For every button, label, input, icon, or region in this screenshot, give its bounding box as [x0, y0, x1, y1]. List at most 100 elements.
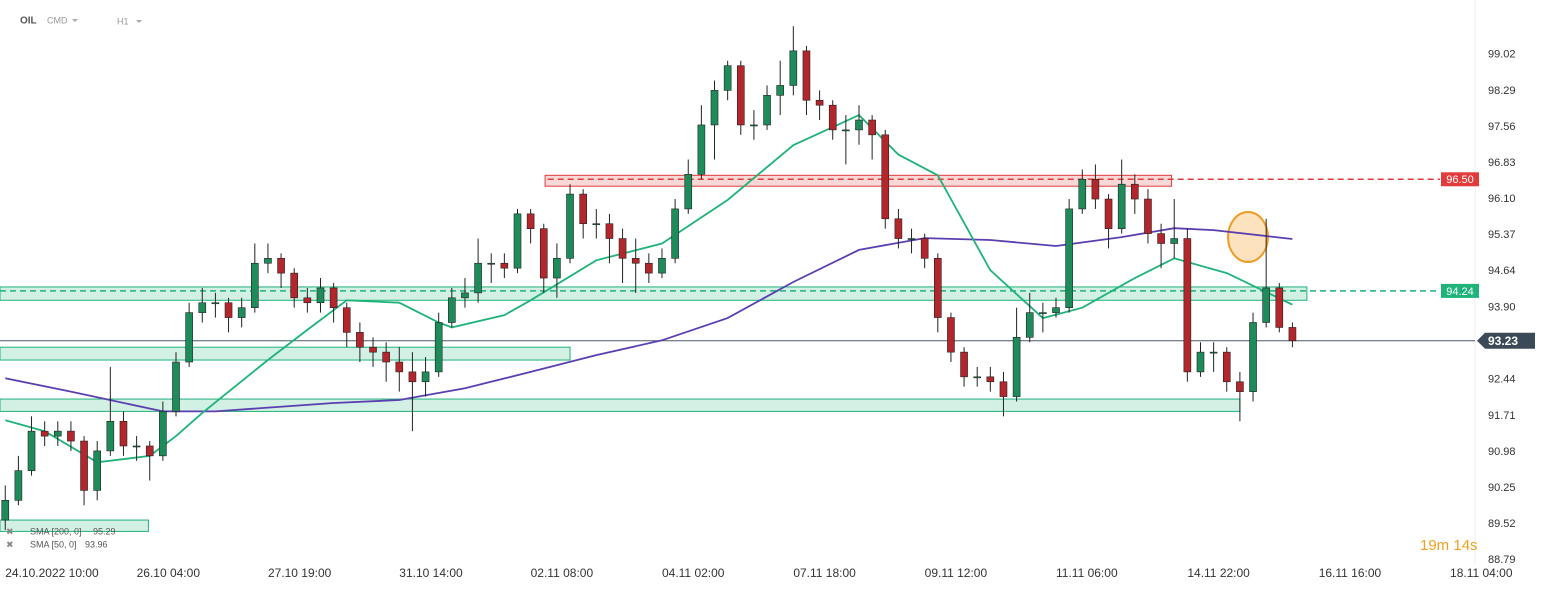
level-label: 96.50 [1446, 174, 1474, 186]
candle-body [172, 361, 180, 412]
candle-body [697, 124, 706, 175]
candle-body [579, 193, 587, 225]
x-tick-label: 02.11 08:00 [531, 566, 594, 580]
candle-body [960, 351, 968, 378]
candle-body [224, 302, 233, 318]
candle-body [973, 376, 982, 379]
x-tick-label: 11.11 06:00 [1056, 566, 1118, 580]
candle-body [1131, 183, 1139, 200]
x-tick-label: 24.10.2022 10:00 [5, 566, 99, 580]
level-tag [1441, 283, 1479, 298]
y-tick-label: 90.98 [1488, 446, 1516, 458]
level-tag [1441, 172, 1479, 187]
y-tick-label: 95.37 [1488, 229, 1516, 241]
zone [0, 398, 1241, 412]
candle-body [27, 430, 36, 471]
candle-body [53, 430, 62, 437]
candle-body [395, 361, 404, 373]
y-tick-label: 97.56 [1488, 121, 1516, 133]
candle-body [645, 262, 653, 274]
candle-body [290, 272, 299, 299]
candle-body [1039, 312, 1047, 314]
candle-body [237, 307, 246, 318]
zone [0, 286, 1308, 301]
candle-body [211, 302, 220, 305]
candle-body [251, 262, 259, 308]
timeframe[interactable]: H1 [117, 16, 129, 26]
candle-body [828, 104, 837, 131]
candle-body [14, 470, 23, 501]
candle-body [80, 440, 88, 491]
x-tick-label: 31.10 14:00 [399, 566, 463, 580]
y-tick-label: 98.29 [1488, 85, 1516, 97]
y-tick-label: 96.83 [1488, 157, 1516, 169]
x-tick-label: 18.11 04:00 [1450, 566, 1513, 580]
x-tick-label: 07.11 18:00 [793, 566, 856, 580]
candle-body [605, 223, 614, 239]
candle-body [461, 292, 469, 299]
candle-body [1249, 322, 1257, 392]
candle-body [920, 238, 929, 259]
countdown: 19m 14s [1420, 537, 1478, 554]
candle-body [631, 257, 640, 264]
candle-body [500, 262, 509, 269]
candle-body [934, 257, 942, 318]
candle-body [369, 346, 377, 353]
y-tick-label: 90.25 [1488, 482, 1516, 494]
symbol[interactable]: OIL [20, 16, 37, 27]
candle-body [264, 257, 272, 264]
candle-body [342, 307, 351, 333]
candle-body [868, 119, 876, 136]
candle-body [277, 257, 285, 274]
candle-body [894, 218, 903, 239]
last-price-label: 93.23 [1488, 334, 1518, 348]
candle-body [1078, 178, 1087, 210]
y-tick-label: 94.64 [1488, 265, 1516, 277]
candle-body [566, 193, 574, 259]
candle-body [1117, 183, 1126, 229]
candle-body [999, 381, 1008, 397]
candle-body [658, 257, 666, 274]
dropdown-icon[interactable] [136, 20, 142, 23]
candle-body [1065, 208, 1073, 308]
candle-body [986, 376, 995, 383]
candle-body [776, 85, 784, 96]
legend-icon: ✖ [6, 526, 14, 536]
candle-body [1222, 351, 1231, 383]
candle-body [1104, 198, 1113, 229]
candle-body [947, 317, 955, 353]
y-tick-label: 96.10 [1488, 193, 1516, 205]
y-tick-label: 99.02 [1488, 49, 1516, 61]
candle-body [815, 99, 824, 106]
candle-body [1144, 198, 1152, 234]
candle-body [93, 450, 101, 491]
candle-body [421, 371, 430, 383]
candle-body [356, 332, 364, 348]
candle-body [119, 420, 128, 447]
zone [0, 346, 571, 361]
y-tick-label: 88.79 [1488, 554, 1516, 566]
zone [0, 519, 149, 532]
candle-body [434, 322, 443, 373]
x-tick-label: 09.11 12:00 [925, 566, 988, 580]
candle-body [513, 213, 522, 269]
legend-name: SMA [200, 0] [30, 526, 82, 536]
candle-body [1183, 238, 1192, 373]
candle-body [684, 174, 693, 210]
x-tick-label: 04.11 02:00 [662, 566, 725, 580]
legend-icon: ✖ [6, 539, 14, 549]
candle-body [408, 371, 417, 383]
candle-body [1157, 233, 1165, 244]
candle-body [1288, 327, 1297, 342]
candle-body [855, 119, 863, 131]
highlight [1227, 211, 1269, 263]
candle-body [1012, 337, 1021, 397]
x-tick-label: 27.10 19:00 [268, 566, 332, 580]
candle-body [723, 65, 732, 91]
market: CMD [47, 15, 68, 25]
dropdown-icon[interactable] [72, 19, 78, 22]
candle-body [710, 90, 719, 126]
candle-body [671, 208, 679, 259]
sma-line [5, 227, 1293, 413]
candle-body [907, 238, 916, 240]
